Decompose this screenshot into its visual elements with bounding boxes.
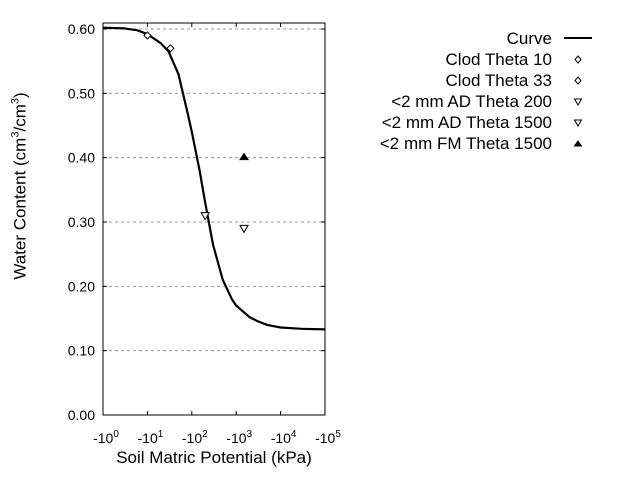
diamond-marker	[143, 31, 152, 40]
legend-item: Curve	[330, 28, 630, 49]
line-symbol-icon	[564, 37, 592, 39]
x-tick-label: -102	[182, 429, 208, 446]
y-tick-label: 0.30	[68, 214, 95, 230]
diamond-marker-icon	[574, 76, 582, 85]
legend-item: <2 mm FM Theta 1500	[330, 133, 630, 154]
x-tick-label: -103	[226, 429, 252, 446]
plot-frame	[102, 22, 326, 416]
triangle-up-marker-icon	[573, 140, 583, 147]
legend-item: Clod Theta 10	[330, 49, 630, 70]
legend: Curve Clod Theta 10 Clod Theta 33 <2 mm …	[330, 28, 630, 154]
triangle-down-marker	[239, 224, 249, 234]
y-axis-label: Water Content (cm3/cm3)	[9, 92, 30, 280]
legend-label: <2 mm AD Theta 1500	[381, 113, 552, 132]
triangle-down-marker	[200, 212, 211, 221]
x-tick-label: -104	[271, 429, 297, 446]
triangle-down-marker-icon	[573, 119, 583, 127]
y-axis-ticks: 0.00 0.10 0.20 0.30 0.40 0.50 0.60	[68, 21, 325, 423]
y-tick-label: 0.40	[68, 150, 95, 166]
legend-label: <2 mm FM Theta 1500	[379, 134, 552, 153]
triangle-up-marker	[239, 152, 249, 161]
x-axis-label: Soil Matric Potential (kPa)	[116, 448, 312, 467]
legend-item: Clod Theta 33	[330, 70, 630, 91]
y-tick-label: 0.60	[68, 21, 95, 37]
x-tick-label: -100	[93, 429, 119, 446]
legend-label: Clod Theta 10	[445, 50, 552, 69]
legend-item: <2 mm AD Theta 1500	[330, 112, 630, 133]
triangle-down-marker-icon	[573, 98, 583, 106]
x-tick-label: -101	[138, 429, 164, 446]
diamond-marker	[166, 44, 175, 53]
legend-label: Curve	[506, 29, 552, 48]
data-points	[143, 31, 249, 234]
x-axis-ticks: -100 -101 -102 -103 -104 -105	[93, 23, 341, 446]
legend-item: <2 mm AD Theta 200	[330, 91, 630, 112]
diamond-marker-icon	[574, 55, 582, 64]
grid-lines	[103, 28, 325, 352]
x-tick-label: -105	[315, 429, 341, 446]
y-tick-label: 0.50	[68, 85, 95, 101]
y-tick-label: 0.00	[68, 407, 95, 423]
legend-label: Clod Theta 33	[445, 71, 552, 90]
y-tick-label: 0.10	[68, 343, 95, 359]
retention-curve	[102, 26, 326, 331]
legend-label: <2 mm AD Theta 200	[391, 92, 552, 111]
y-tick-label: 0.20	[68, 278, 95, 294]
